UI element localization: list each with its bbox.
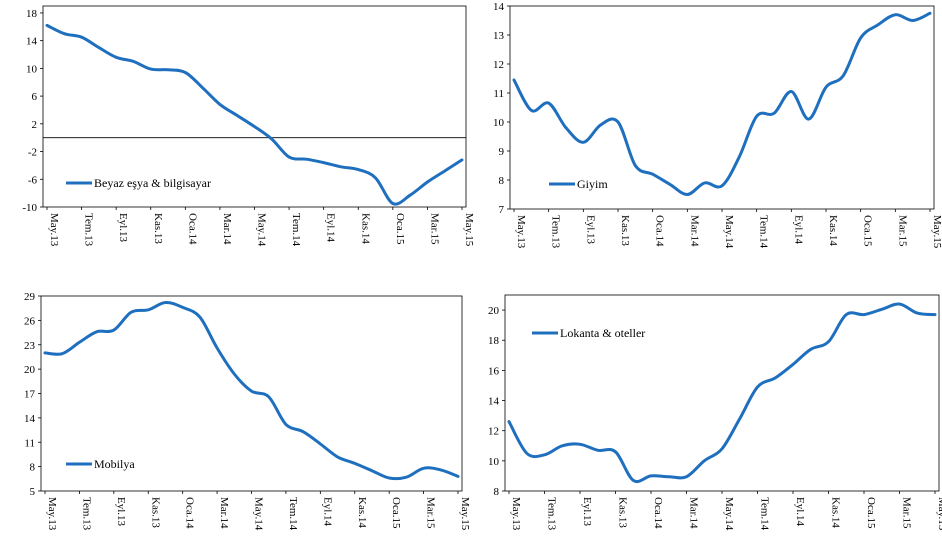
x-tick-label: May.14 [723, 497, 735, 531]
chart-panel-3: 29 26 23 20 17 14 11 8 5 May.13 Tem.13 Eyl.13 Kas.13… [24, 291, 471, 531]
x-tick-label: Eyl.14 [794, 497, 806, 527]
y-tick-label: 14 [26, 36, 38, 48]
x-tick-label: May.14 [723, 215, 735, 249]
y-tick-label: 18 [488, 335, 500, 347]
y-tick-label: -6 [28, 174, 38, 186]
y-tick-label: 11 [493, 88, 504, 100]
x-tick-label: Mar.14 [688, 497, 700, 529]
x-tick-label: Kas.13 [617, 497, 629, 528]
x-tick-label: May.15 [463, 213, 475, 247]
y-tick-label: 10 [26, 63, 38, 75]
plot-frame [504, 294, 940, 492]
y-tick-label: 11 [24, 437, 35, 449]
legend-label: Mobilya [94, 457, 135, 471]
x-tick-label: Mar.15 [901, 497, 913, 529]
plot-frame [509, 5, 935, 210]
chart-panel-1: 18 14 10 6 2 -2 -6 -10 May.13 Tem.13 Eyl.13 Kas.13 O… [22, 5, 475, 247]
x-tick-label: Eyl.13 [117, 213, 129, 243]
y-tick-label: 26 [24, 315, 36, 327]
x-tick-label: May.13 [48, 213, 60, 247]
y-tick-label: -2 [28, 147, 37, 159]
chart-panel-4: 20 18 16 14 12 10 8 May.13 Tem.13 Eyl.13 Kas.13 Oca… [488, 294, 942, 531]
x-tick-label: Kas.13 [149, 497, 161, 528]
x-tick-label: Oca.14 [184, 497, 196, 529]
x-tick-label: Oca.15 [862, 215, 874, 247]
x-tick-label: Mar.15 [896, 215, 908, 247]
y-tick-label: 2 [32, 119, 38, 131]
y-tick-label: -10 [22, 202, 37, 214]
x-tick-label: Oca.14 [654, 215, 666, 247]
y-tick-label: 14 [493, 1, 505, 13]
y-tick-label: 9 [499, 146, 505, 158]
x-tick-label: Kas.14 [356, 497, 368, 528]
y-tick-label: 23 [24, 340, 36, 352]
y-tick-label: 13 [493, 30, 505, 42]
legend-label: Beyaz eşya & bilgisayar [94, 176, 211, 190]
y-tick-label: 17 [24, 389, 36, 401]
x-tick-label: Eyl.13 [115, 497, 127, 527]
x-tick-label: Eyl.14 [325, 213, 337, 243]
y-tick-label: 5 [30, 486, 36, 498]
y-tick-label: 14 [24, 413, 36, 425]
x-tick-label: May.13 [46, 497, 58, 531]
x-tick-label: Kas.13 [619, 215, 631, 246]
y-tick-label: 12 [493, 59, 504, 71]
y-tick-label: 6 [32, 91, 38, 103]
x-tick-label: Kas.14 [830, 497, 842, 528]
x-tick-label: May.14 [253, 497, 265, 531]
x-tick-label: Eyl.13 [584, 215, 596, 245]
x-tick-label: Oca.15 [394, 213, 406, 245]
x-tick-label: Kas.14 [359, 213, 371, 244]
y-tick-label: 7 [499, 204, 505, 216]
y-tick-label: 20 [24, 364, 36, 376]
x-tick-label: Tem.14 [758, 215, 770, 249]
x-tick-label: Tem.14 [287, 497, 299, 531]
y-tick-label: 10 [493, 117, 505, 129]
legend-label: Giyim [577, 177, 608, 191]
y-tick-label: 8 [499, 175, 505, 187]
x-tick-label: Mar.15 [428, 213, 440, 245]
x-tick-label: Tem.13 [80, 497, 92, 531]
x-tick-label: May.13 [510, 497, 522, 531]
y-tick-label: 8 [494, 486, 500, 498]
x-tick-label: Tem.13 [550, 215, 562, 249]
x-tick-label: Tem.14 [759, 497, 771, 531]
y-tick-label: 16 [488, 365, 500, 377]
x-tick-label: Mar.15 [425, 497, 437, 529]
series-line [45, 23, 464, 206]
x-tick-label: May.15 [931, 215, 942, 249]
x-tick-label: Tem.13 [546, 497, 558, 531]
x-tick-label: May.13 [515, 215, 527, 249]
x-tick-label: Oca.14 [186, 213, 198, 245]
x-tick-label: Oca.15 [390, 497, 402, 529]
legend-label: Lokanta & oteller [560, 326, 645, 340]
series-line [507, 302, 937, 484]
x-tick-label: May.15 [936, 497, 942, 531]
x-tick-label: Oca.14 [652, 497, 664, 529]
x-tick-label: Eyl.13 [581, 497, 593, 527]
x-tick-label: May.14 [256, 213, 268, 247]
x-tick-label: Eyl.14 [321, 497, 333, 527]
x-tick-label: Kas.14 [827, 215, 839, 246]
y-tick-label: 10 [488, 456, 500, 468]
y-tick-label: 29 [24, 291, 36, 303]
x-tick-label: Mar.14 [688, 215, 700, 247]
x-tick-label: Mar.14 [221, 213, 233, 245]
x-tick-label: May.15 [459, 497, 471, 531]
y-tick-label: 18 [26, 8, 38, 20]
y-tick-label: 20 [488, 305, 500, 317]
series-line [43, 300, 460, 481]
y-tick-label: 14 [488, 396, 500, 408]
series-line [512, 11, 932, 196]
x-tick-label: Tem.13 [83, 213, 95, 247]
x-tick-label: Eyl.14 [792, 215, 804, 245]
x-tick-label: Oca.15 [865, 497, 877, 529]
x-tick-label: Kas.13 [152, 213, 164, 244]
chart-panel-2: 14 13 12 11 10 9 8 7 May.13 Tem.13 Eyl.13 Kas.13 Oca… [493, 1, 942, 249]
x-tick-label: Mar.14 [218, 497, 230, 529]
y-tick-label: 12 [488, 426, 499, 438]
x-tick-label: Tem.14 [290, 213, 302, 247]
y-tick-label: 8 [30, 462, 36, 474]
